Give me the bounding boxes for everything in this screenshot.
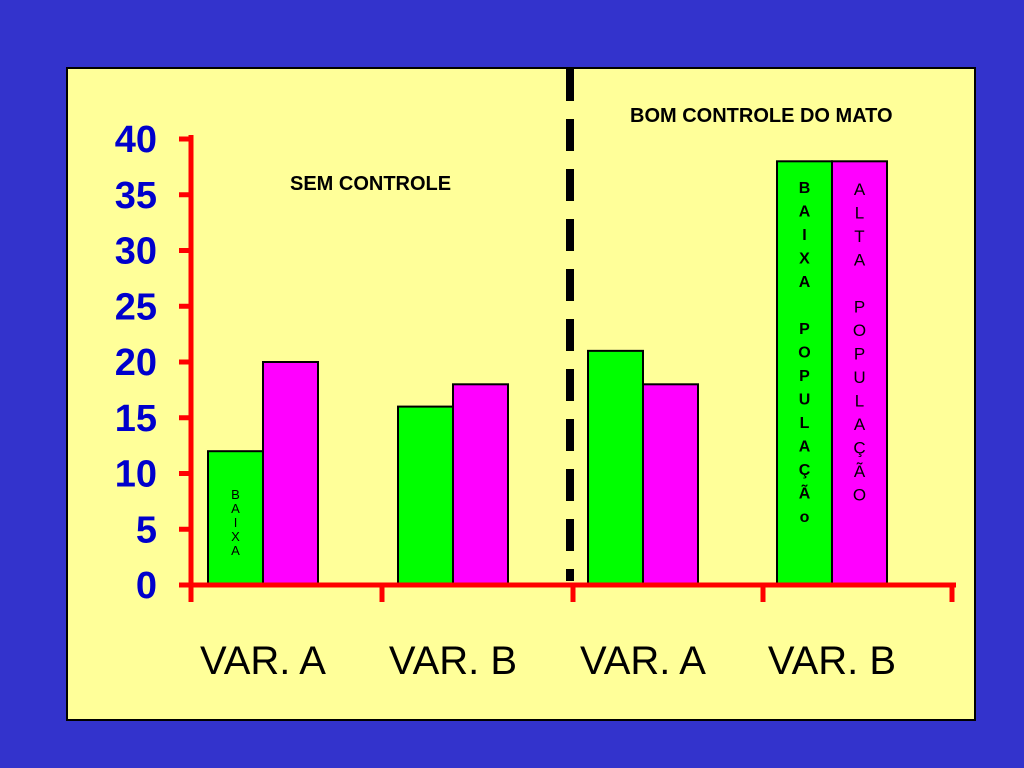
labels-layer: 0 5 10 15 20 25 30 35 40 VAR. A VAR. B VAR. A VAR. B… [115, 119, 896, 683]
bar-green-2 [397, 405, 454, 586]
bar-magenta-4 [831, 160, 888, 587]
bars-layer [207, 160, 888, 587]
x-tick-label-3: VAR. A [580, 639, 706, 683]
y-tick-label-5: 5 [136, 509, 157, 551]
y-tick-label-20: 20 [115, 342, 157, 384]
chart-panel: 0 5 10 15 20 25 30 35 40 VAR. A VAR. B VAR. A VAR. B… [66, 67, 976, 721]
x-tick-label-4: VAR. B [768, 639, 896, 683]
axes-layer [179, 69, 956, 602]
bar-green-4 [776, 160, 833, 587]
x-tick-label-1: VAR. A [200, 639, 326, 683]
x-tick-label-2: VAR. B [389, 639, 517, 683]
bar-magenta-3 [642, 383, 699, 586]
y-tick-label-40: 40 [115, 119, 157, 161]
y-tick-label-30: 30 [115, 231, 157, 273]
bar-chart: 0 5 10 15 20 25 30 35 40 VAR. A VAR. B VAR. A VAR. B… [115, 69, 956, 683]
y-tick-label-0: 0 [136, 565, 157, 607]
annotation-bom-controle: BOM CONTROLE DO MATO [630, 105, 893, 127]
y-tick-label-35: 35 [115, 175, 157, 217]
bar-green-3 [587, 349, 644, 586]
y-tick-label-15: 15 [115, 398, 157, 440]
annotation-sem-controle: SEM CONTROLE [290, 173, 451, 195]
bar-magenta-1 [262, 361, 319, 586]
bar-magenta-2 [452, 383, 509, 586]
y-tick-label-25: 25 [115, 286, 157, 328]
y-tick-label-10: 10 [115, 454, 157, 496]
bar-green-1 [207, 450, 264, 587]
